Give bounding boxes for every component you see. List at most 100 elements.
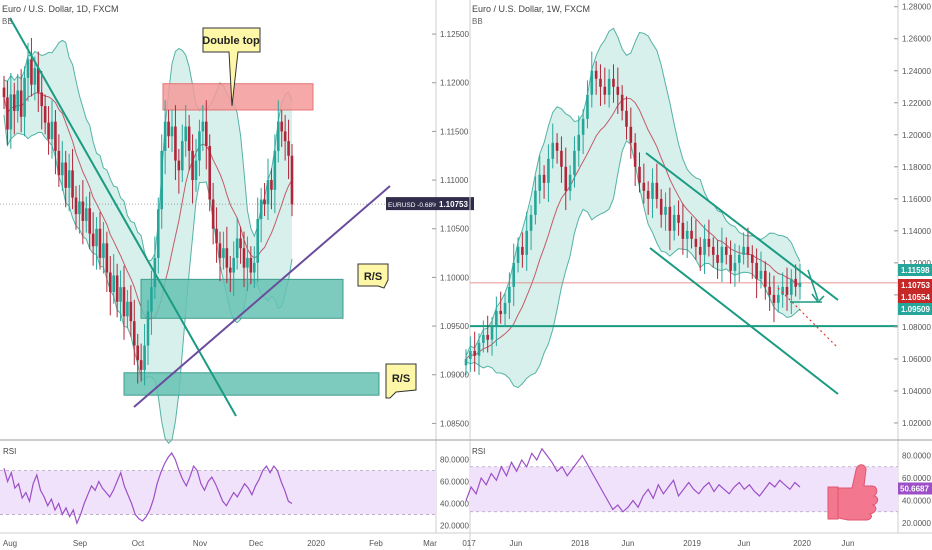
- candle: [607, 78, 611, 95]
- candle: [78, 201, 81, 215]
- candle: [187, 126, 191, 151]
- candle: [512, 262, 516, 287]
- candle: [781, 286, 784, 295]
- price-tick-label: 1.11500: [440, 127, 469, 136]
- price-badge-label: 1.09509: [901, 305, 930, 314]
- time-tick-label: 2020: [307, 539, 325, 548]
- candle: [201, 121, 205, 132]
- price-badge-label: 1.11598: [901, 266, 930, 275]
- price-tick-label: 1.14000: [902, 227, 931, 236]
- candle: [163, 121, 167, 151]
- candle: [139, 360, 143, 370]
- price-tick-label: 1.04000: [902, 387, 931, 396]
- candle: [273, 150, 277, 190]
- candle: [668, 206, 672, 231]
- candle: [486, 334, 489, 340]
- thumb-shape: [837, 464, 879, 521]
- time-tick-label: Nov: [193, 539, 207, 548]
- candle: [568, 174, 572, 191]
- price-tick-label: 1.12500: [440, 30, 469, 39]
- candle: [733, 262, 737, 271]
- projection-arrow-icon: [807, 269, 825, 304]
- time-tick-label: Jun: [510, 539, 523, 548]
- candle: [625, 110, 628, 127]
- candle: [91, 233, 95, 247]
- rs-callout-upper: R/S: [357, 263, 389, 289]
- candle: [690, 230, 693, 239]
- candle: [555, 142, 559, 151]
- candle: [112, 275, 116, 292]
- price-tick-label: 1.06000: [902, 355, 931, 364]
- candle: [6, 97, 9, 130]
- double-top-zone: [162, 83, 314, 111]
- candle: [211, 199, 215, 229]
- candle: [74, 197, 78, 215]
- indicator-label-weekly: BB: [472, 17, 483, 26]
- candle: [150, 287, 153, 312]
- candle: [516, 246, 520, 263]
- candle: [270, 180, 273, 190]
- candles-group: [464, 51, 802, 375]
- candle: [12, 94, 16, 111]
- bollinger-band-fill: [4, 40, 292, 444]
- chart-title-daily: Euro / U.S. Dollar, 1D, FXCM: [2, 4, 119, 14]
- candle: [638, 166, 641, 183]
- candle: [646, 190, 650, 199]
- price-tick-label: 1.26000: [902, 35, 931, 44]
- candle: [177, 160, 181, 171]
- candle: [777, 294, 780, 303]
- candle: [132, 321, 136, 346]
- candle: [616, 86, 620, 95]
- candle: [36, 68, 40, 93]
- candle: [737, 254, 741, 263]
- candles-group: [2, 37, 294, 386]
- price-badge-bg: [898, 264, 932, 276]
- candle: [534, 190, 537, 215]
- candle: [198, 131, 201, 161]
- candle: [242, 248, 246, 268]
- candle: [98, 228, 102, 258]
- price-tick-label: 1.20000: [902, 131, 931, 140]
- candle: [33, 68, 37, 85]
- price-tick-label: 1.10500: [440, 225, 469, 234]
- candle: [204, 121, 208, 146]
- candle: [64, 162, 68, 188]
- candle: [16, 90, 20, 111]
- candle: [763, 270, 767, 287]
- callout-bubble: [202, 27, 261, 107]
- candle: [191, 150, 194, 181]
- candle: [122, 287, 126, 317]
- candle: [215, 228, 218, 244]
- candle: [266, 180, 270, 205]
- candle: [108, 272, 112, 292]
- candle: [26, 59, 30, 78]
- candle: [503, 302, 507, 315]
- price-tick-label: 1.24000: [902, 67, 931, 76]
- candle: [126, 301, 129, 317]
- price-tick-label: 1.16000: [902, 195, 931, 204]
- candle: [225, 248, 229, 268]
- time-tick-label: 2019: [683, 539, 701, 548]
- price-badge-daily: EURUSD -0.68% 1.10753: [386, 197, 474, 211]
- price-badge-label: 1.10753: [901, 281, 930, 290]
- rs-label-upper: R/S: [364, 271, 382, 283]
- time-tick-label: 2020: [793, 539, 811, 548]
- candle: [170, 126, 174, 137]
- callout-bubble: [357, 263, 389, 289]
- price-badge-bg: [898, 279, 932, 291]
- candle: [23, 77, 26, 117]
- price-badge-value: 1.10753: [439, 200, 468, 209]
- rsi-band-fill: [0, 470, 436, 515]
- time-tick-label: Dec: [249, 539, 263, 548]
- candle: [156, 209, 160, 258]
- candle: [594, 70, 598, 79]
- candle: [194, 160, 198, 181]
- candle: [222, 248, 225, 258]
- candle: [208, 146, 212, 200]
- candle: [612, 78, 615, 87]
- rsi-label-weekly: RSI: [472, 447, 485, 456]
- candle: [655, 182, 659, 199]
- candle: [95, 228, 98, 247]
- candle: [228, 267, 232, 273]
